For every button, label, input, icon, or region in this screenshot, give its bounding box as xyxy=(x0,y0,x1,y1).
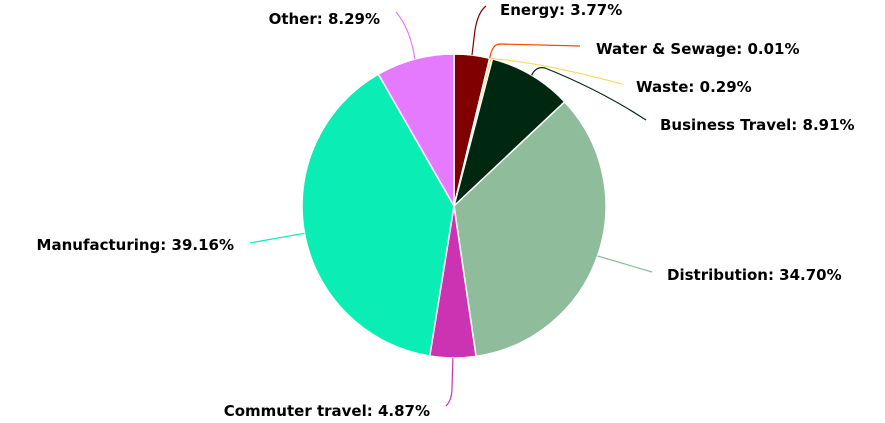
leader-line-energy xyxy=(471,5,487,56)
labels-layer: Energy: 3.77% Water & Sewage: 0.01% Waste:… xyxy=(37,1,855,420)
leader-line-business-travel xyxy=(531,67,647,121)
leader-line-manufacturing xyxy=(249,232,305,244)
slice-label-other: Other: 8.29% xyxy=(269,10,380,28)
leader-lines-layer xyxy=(249,5,653,407)
leader-line-waste xyxy=(491,58,623,85)
leader-line-distribution xyxy=(597,255,653,273)
slice-label-business-travel: Business Travel: 8.91% xyxy=(660,116,855,134)
slice-label-distribution: Distribution: 34.70% xyxy=(667,266,842,284)
slice-label-waste: Waste: 0.29% xyxy=(636,78,752,96)
slice-label-commuter-travel: Commuter travel: 4.87% xyxy=(224,402,430,420)
leader-line-water-sewage xyxy=(489,43,581,59)
leader-line-other xyxy=(395,11,416,60)
leader-line-commuter-travel xyxy=(445,357,454,407)
slices-layer xyxy=(301,53,607,359)
pie-slice-other xyxy=(377,53,455,209)
slice-label-manufacturing: Manufacturing: 39.16% xyxy=(37,236,234,254)
slice-label-energy: Energy: 3.77% xyxy=(500,1,622,19)
pie-slice-distribution xyxy=(453,100,607,358)
slice-label-water-sewage: Water & Sewage: 0.01% xyxy=(596,40,800,58)
pie-slice-manufacturing xyxy=(301,73,455,357)
